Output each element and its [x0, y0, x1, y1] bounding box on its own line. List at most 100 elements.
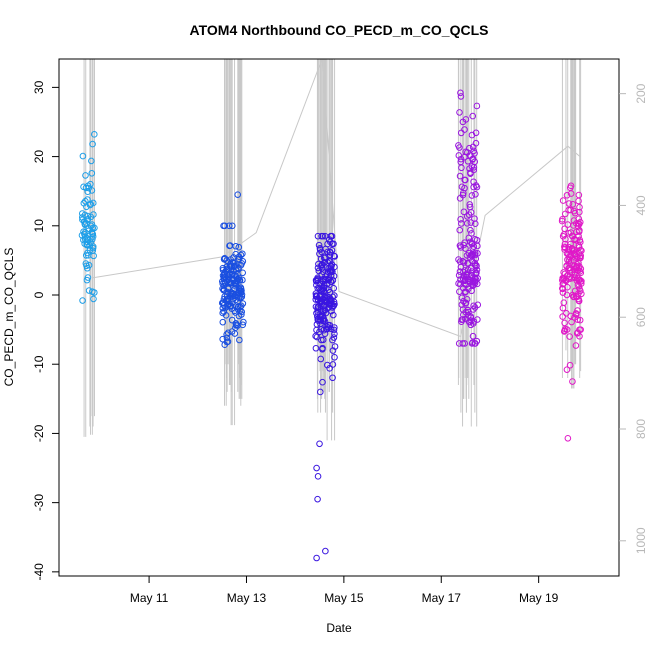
data-point — [457, 263, 465, 271]
altitude-connector-line — [93, 58, 581, 338]
data-point — [462, 245, 469, 252]
y-tick-label: -30 — [32, 494, 46, 512]
data-point — [326, 365, 333, 372]
data-point — [466, 203, 474, 211]
data-point — [80, 218, 88, 225]
data-point — [456, 144, 463, 151]
data-point — [87, 200, 95, 208]
data-point — [462, 288, 469, 295]
data-point — [317, 355, 325, 363]
data-point — [574, 329, 582, 336]
data-point — [81, 240, 88, 248]
data-point — [560, 269, 567, 276]
x-tick-label: May 13 — [227, 591, 267, 605]
data-point — [220, 274, 228, 281]
data-point — [219, 309, 226, 317]
data-point — [572, 310, 580, 317]
data-point — [240, 318, 247, 326]
data-point — [456, 242, 464, 249]
data-point — [324, 268, 332, 276]
data-point — [330, 334, 338, 341]
data-point — [314, 264, 322, 272]
data-point — [330, 272, 338, 280]
data-point — [460, 272, 467, 280]
data-point — [571, 274, 579, 282]
data-point — [467, 152, 474, 159]
data-point — [571, 314, 578, 321]
data-point — [469, 244, 476, 252]
data-point — [220, 308, 228, 315]
plot-frame — [58, 58, 620, 577]
data-point — [466, 201, 474, 208]
data-point — [313, 464, 320, 472]
data-point — [470, 166, 478, 174]
data-point — [313, 333, 321, 341]
data-point — [468, 163, 476, 170]
data-point — [470, 147, 477, 155]
data-point — [85, 287, 93, 294]
data-point — [561, 225, 568, 233]
data-point — [469, 332, 477, 340]
data-point — [90, 252, 97, 260]
data-point — [237, 302, 245, 310]
data-point — [567, 257, 575, 265]
x-tick-label: May 19 — [519, 591, 559, 605]
data-point — [563, 191, 571, 199]
data-point — [462, 148, 469, 156]
data-point — [458, 294, 466, 302]
data-point — [89, 140, 96, 148]
data-point — [83, 234, 91, 242]
data-point — [320, 281, 328, 289]
data-point — [225, 222, 233, 230]
data-point — [312, 344, 320, 352]
data-point — [321, 294, 329, 301]
data-point — [82, 172, 89, 179]
data-point — [576, 236, 584, 244]
data-point — [230, 263, 238, 271]
data-point — [316, 388, 324, 396]
data-point — [235, 312, 243, 320]
data-point — [79, 152, 87, 160]
data-point — [318, 232, 325, 240]
data-point — [320, 317, 328, 324]
data-point — [559, 304, 567, 312]
data-point — [467, 219, 475, 226]
data-point — [321, 254, 329, 261]
data-point — [457, 280, 464, 288]
data-point — [313, 554, 320, 562]
data-point — [328, 267, 335, 275]
y-tick-label: -10 — [32, 355, 46, 373]
data-point — [235, 255, 243, 263]
data-point — [460, 208, 468, 216]
data-point — [568, 232, 576, 240]
data-point — [559, 275, 567, 283]
data-point — [314, 473, 322, 480]
data-point — [327, 278, 335, 285]
flight-2-points — [218, 191, 247, 349]
data-point — [322, 309, 330, 317]
data-point — [78, 210, 86, 217]
data-point — [457, 216, 464, 223]
data-point — [219, 264, 227, 272]
data-point — [473, 102, 481, 110]
data-point — [460, 241, 467, 249]
right-tick-label: 800 — [634, 419, 648, 439]
data-point — [569, 378, 576, 385]
data-point — [223, 331, 230, 338]
data-point — [567, 240, 574, 248]
data-point — [563, 366, 571, 373]
data-point — [474, 301, 482, 309]
data-point — [314, 232, 322, 240]
y-tick-label: 10 — [32, 219, 46, 233]
data-point — [237, 251, 245, 259]
data-point — [458, 183, 466, 191]
data-point — [225, 285, 232, 293]
data-point — [79, 297, 86, 304]
data-point — [457, 89, 464, 97]
data-point — [575, 215, 583, 223]
data-point — [568, 318, 575, 326]
x-tick-label: May 15 — [324, 591, 364, 605]
data-point — [224, 338, 232, 345]
data-point — [567, 312, 574, 320]
